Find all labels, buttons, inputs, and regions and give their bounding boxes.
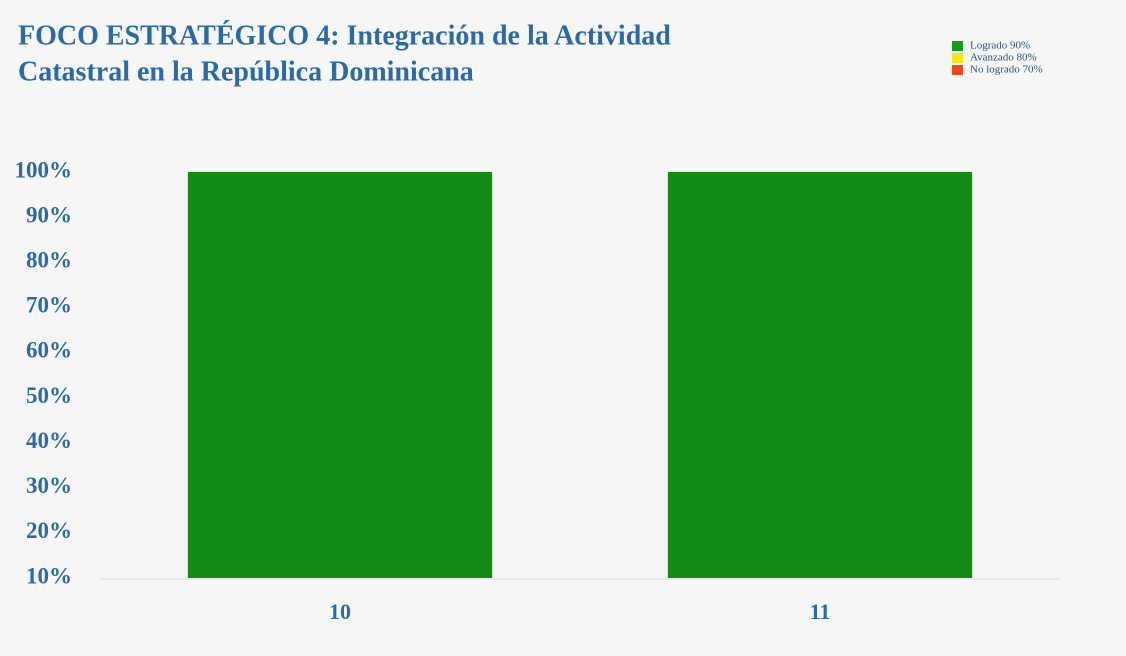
chart-title: Catastral en la República Dominicana <box>18 56 474 87</box>
y-tick-label: 50% <box>26 383 72 408</box>
y-tick-label: 10% <box>26 563 72 588</box>
y-tick-label: 40% <box>26 428 72 453</box>
x-tick-label: 11 <box>810 599 831 624</box>
legend-label: Logrado 90% <box>970 40 1030 52</box>
legend-swatch <box>952 53 963 63</box>
y-tick-label: 90% <box>26 202 72 227</box>
legend-label: Avanzado 80% <box>970 52 1037 64</box>
legend-label: No logrado 70% <box>970 64 1043 76</box>
y-tick-label: 60% <box>26 338 72 363</box>
y-tick-label: 30% <box>26 473 72 498</box>
chart-title: FOCO ESTRATÉGICO 4: Integración de la Ac… <box>18 20 671 51</box>
legend-swatch <box>952 41 963 51</box>
x-tick-label: 10 <box>329 599 351 624</box>
legend-swatch <box>952 65 963 75</box>
y-tick-label: 20% <box>26 518 72 543</box>
bar <box>667 172 973 578</box>
y-tick-label: 70% <box>26 293 72 318</box>
y-tick-label: 80% <box>26 248 72 273</box>
bar <box>187 172 493 578</box>
y-tick-label: 100% <box>15 157 73 182</box>
